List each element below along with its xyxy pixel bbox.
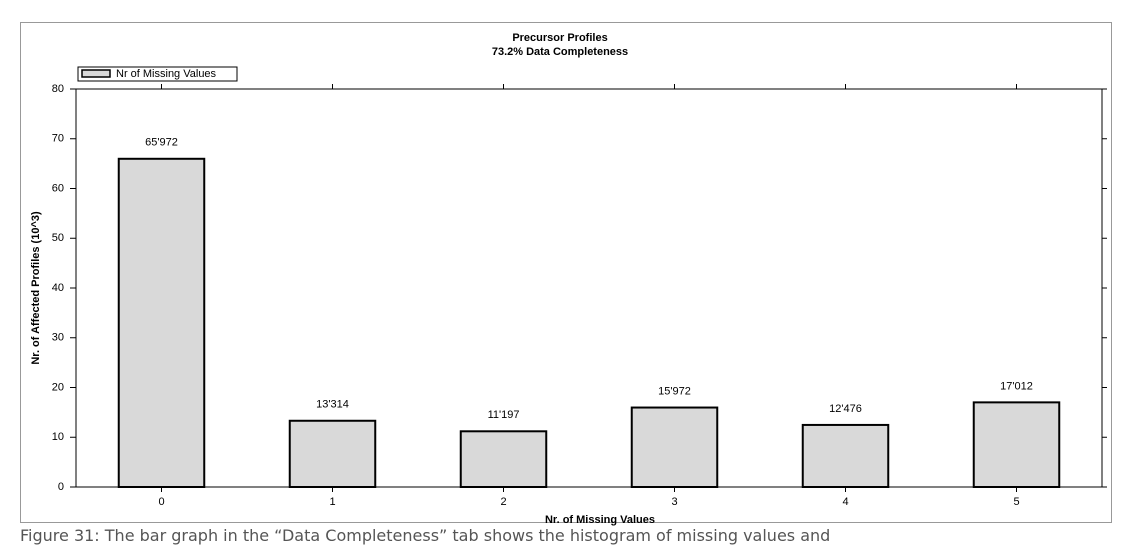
y-tick-label: 0 xyxy=(58,481,64,493)
x-tick-label: 4 xyxy=(842,496,848,508)
chart-subtitle: 73.2% Data Completeness xyxy=(492,46,628,58)
data-label: 17'012 xyxy=(1000,380,1033,392)
legend-swatch xyxy=(81,69,111,78)
data-label: 12'476 xyxy=(829,403,862,415)
data-label: 13'314 xyxy=(316,399,349,411)
y-tick-label: 40 xyxy=(52,282,64,294)
y-tick-label: 20 xyxy=(52,381,64,393)
bar xyxy=(972,401,1061,488)
data-label: 11'197 xyxy=(488,409,520,421)
y-tick-label: 10 xyxy=(52,431,64,443)
y-axis-label: Nr. of Affected Profiles (10^3) xyxy=(30,211,42,365)
legend-label: Nr of Missing Values xyxy=(116,68,217,80)
x-tick-label: 2 xyxy=(500,496,506,508)
y-tick-label: 70 xyxy=(52,133,64,145)
x-axis-label: Nr. of Missing Values xyxy=(545,514,655,526)
data-label: 15'972 xyxy=(658,385,691,397)
bar xyxy=(288,419,377,488)
x-tick-label: 0 xyxy=(158,496,164,508)
caption: Figure 31: The bar graph in the “Data Co… xyxy=(20,526,831,545)
data-label: 65'972 xyxy=(145,137,178,149)
bar xyxy=(630,406,719,489)
x-tick-label: 1 xyxy=(329,496,335,508)
y-tick-label: 30 xyxy=(52,332,64,344)
bar xyxy=(459,430,548,488)
bar xyxy=(117,157,206,488)
chart: Precursor Profiles 73.2% Data Completene… xyxy=(20,22,1112,526)
x-tick-label: 3 xyxy=(671,496,677,508)
bar xyxy=(801,423,890,488)
y-tick-label: 50 xyxy=(52,232,64,244)
chart-title: Precursor Profiles xyxy=(512,32,607,44)
x-tick-label: 5 xyxy=(1013,496,1019,508)
y-tick-label: 80 xyxy=(52,83,64,95)
legend-box xyxy=(77,66,238,82)
y-tick-label: 60 xyxy=(52,182,64,194)
